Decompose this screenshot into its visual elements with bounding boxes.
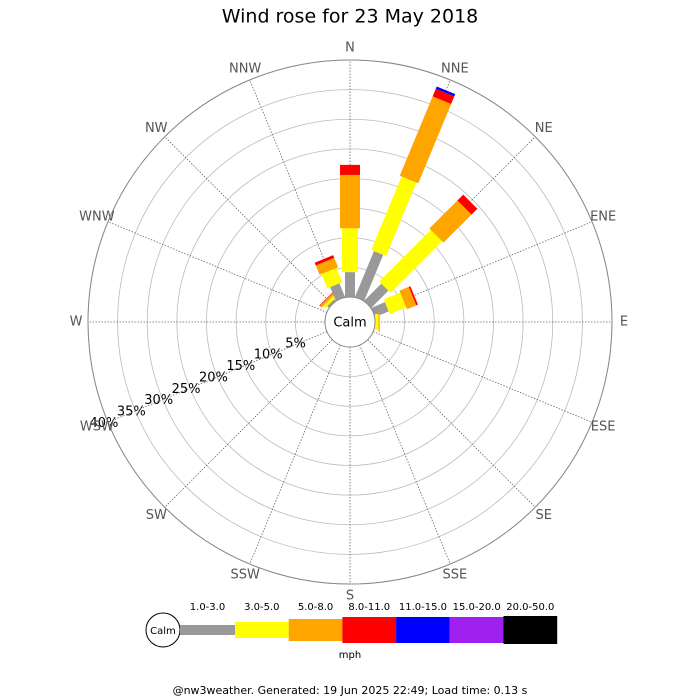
bar-segment [399,286,417,310]
legend-calm-label: Calm [150,626,176,637]
legend-swatch [180,625,235,635]
direction-label: N [345,41,355,56]
legend-swatch [235,622,289,638]
legend-swatch [342,617,397,643]
ring-label: 15% [226,359,255,374]
bar-segment [314,255,335,266]
bar-segment [408,286,418,306]
direction-bar [374,312,380,332]
direction-label: SE [536,508,552,523]
direction-label: S [346,589,354,604]
legend-swatch [288,619,343,641]
direction-label: W [70,315,83,330]
legend-label: 3.0-5.0 [244,602,279,613]
bar-segment [432,88,455,105]
calm-circle [324,296,376,348]
bar-segment [321,267,343,289]
direction-bar [364,194,478,308]
ring-label: 25% [172,382,201,397]
bar-segment [345,272,355,297]
bar-segment [378,312,380,332]
spoke [249,344,341,565]
legend-swatch [503,616,558,644]
spoke [359,344,451,565]
ring-label: 10% [254,348,283,363]
direction-label: WSW [80,419,114,434]
bar-segment [457,194,478,215]
calm-label: Calm [333,316,366,331]
bar-segment [319,291,336,308]
bar-segment [327,299,336,308]
legend-swatch [449,617,504,643]
bar-segment [340,174,360,229]
direction-label: E [620,315,628,330]
bar-segment [342,228,358,273]
legend-label: 1.0-3.0 [190,602,225,613]
direction-label: NNW [229,61,261,76]
chart-title: Wind rose for 23 May 2018 [222,6,479,28]
legend-label: 5.0-8.0 [298,602,333,613]
direction-label: ENE [590,210,616,225]
ring-label: 20% [199,370,228,385]
direction-label: ESE [591,419,616,434]
bar-segment [371,302,389,318]
spoke [367,339,536,508]
spoke [164,339,333,508]
legend-label: 8.0-11.0 [348,602,390,613]
bar-segment [330,283,346,301]
direction-label: SSE [442,568,467,583]
bar-segment [374,314,379,330]
bar-segment [435,86,456,97]
spoke [107,221,328,313]
outer-ring [87,59,613,585]
direction-label: NE [535,121,553,136]
direction-bar [314,255,346,301]
direction-label: NW [145,121,168,136]
direction-label: NNE [441,61,469,76]
direction-label: SW [146,508,167,523]
direction-bar [371,286,418,318]
legend-unit: mph [339,650,361,661]
bar-segment [354,251,384,301]
ring-label: 40% [89,416,118,431]
legend-swatch [396,617,450,643]
legend-label: 15.0-20.0 [453,602,501,613]
bar-segment [322,294,337,309]
direction-label: SSW [230,568,260,583]
bar-segment [315,257,339,275]
direction-bar [319,291,337,309]
direction-bar [340,164,360,297]
ring-label: 5% [285,336,306,351]
bar-segment [319,291,334,306]
bar-segment [364,283,389,308]
bar-segment [399,96,452,184]
spoke [107,331,328,423]
footer: @nw3weather. Generated: 19 Jun 2025 22:4… [173,684,528,697]
spoke [164,136,333,305]
bar-segment [429,200,472,243]
bar-segment [383,292,407,315]
bar-segment [371,176,417,256]
legend-label: 11.0-15.0 [399,602,447,613]
bar-segment [379,229,443,293]
bar-segment [340,164,360,175]
spoke [372,331,593,423]
direction-label: WNW [79,210,115,225]
legend-label: 20.0-50.0 [506,602,554,613]
direction-bar [354,86,456,301]
